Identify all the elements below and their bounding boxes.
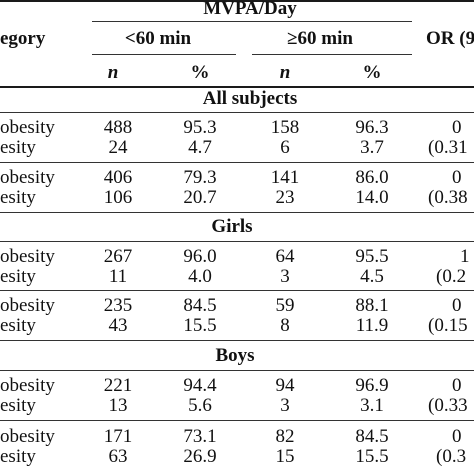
- cell-n2: 15: [275, 446, 295, 467]
- cell-n1: 11: [108, 266, 128, 287]
- cell-p1: 20.7: [183, 187, 217, 208]
- cell-n1: 406: [103, 167, 133, 188]
- cell-n2: 141: [270, 167, 300, 188]
- cell-or: (0.3: [436, 446, 467, 467]
- cell-n2: 158: [270, 117, 300, 138]
- cell-p2: 88.1: [355, 295, 389, 316]
- n-header-2: n: [279, 62, 291, 83]
- cell-p1: 4.0: [188, 266, 212, 287]
- lt60-underline: [92, 54, 236, 55]
- row-label: obesity: [0, 375, 55, 396]
- row-label: esity: [0, 315, 36, 336]
- cell-n2: 6: [280, 137, 290, 158]
- cell-p2: 95.5: [355, 246, 389, 267]
- cell-p2: 96.3: [355, 117, 389, 138]
- cell-n1: 171: [103, 426, 133, 447]
- row-label: obesity: [0, 117, 55, 138]
- header-bottom-rule: [0, 86, 474, 88]
- cell-n2: 94: [275, 375, 295, 396]
- table-top-rule: [0, 0, 474, 2]
- cell-n1: 235: [103, 295, 133, 316]
- cell-p1: 95.3: [183, 117, 217, 138]
- cell-p2: 15.5: [355, 446, 389, 467]
- cell-p1: 84.5: [183, 295, 217, 316]
- cell-or: (0.2: [436, 266, 467, 287]
- row-label: esity: [0, 395, 36, 416]
- cell-n2: 59: [275, 295, 295, 316]
- cell-p1: 73.1: [183, 426, 217, 447]
- cell-or: 0: [452, 295, 462, 316]
- cell-p2: 3.1: [360, 395, 384, 416]
- cell-p1: 15.5: [183, 315, 217, 336]
- cell-p1: 96.0: [183, 246, 217, 267]
- row-label: esity: [0, 187, 36, 208]
- cell-p2: 96.9: [355, 375, 389, 396]
- group-rule: [0, 420, 474, 421]
- cell-n2: 3: [280, 395, 290, 416]
- cell-n1: 43: [108, 315, 128, 336]
- group-rule: [0, 290, 474, 291]
- cell-n1: 106: [103, 187, 133, 208]
- section-rule: [0, 370, 474, 371]
- section-title-all-subjects: All subjects: [202, 88, 298, 109]
- cell-or: (0.15: [428, 315, 468, 336]
- cell-or: 0: [452, 167, 462, 188]
- row-label: obesity: [0, 167, 55, 188]
- mvpa-day-header: MVPA/Day: [203, 0, 297, 19]
- cell-p1: 5.6: [188, 395, 212, 416]
- cell-n1: 13: [108, 395, 128, 416]
- cell-n1: 221: [103, 375, 133, 396]
- cell-n1: 63: [108, 446, 128, 467]
- cell-or: 0: [452, 426, 462, 447]
- section-rule: [0, 112, 474, 113]
- cell-n1: 24: [108, 137, 128, 158]
- section-rule: [0, 212, 474, 213]
- cell-n2: 64: [275, 246, 295, 267]
- cell-n1: 488: [103, 117, 133, 138]
- row-label: obesity: [0, 295, 55, 316]
- lt60-header: <60 min: [124, 28, 192, 49]
- cell-or: 1: [460, 246, 470, 267]
- cell-p1: 79.3: [183, 167, 217, 188]
- row-label: esity: [0, 446, 36, 467]
- n-header-1: n: [107, 62, 119, 83]
- cell-p2: 86.0: [355, 167, 389, 188]
- group-rule: [0, 162, 474, 163]
- cell-p1: 94.4: [183, 375, 217, 396]
- cell-p2: 84.5: [355, 426, 389, 447]
- mvpa-underline: [92, 21, 412, 22]
- cell-or: (0.38: [428, 187, 468, 208]
- pct-header-2: %: [362, 62, 382, 83]
- cell-n2: 8: [280, 315, 290, 336]
- cell-p2: 3.7: [360, 137, 384, 158]
- row-label: esity: [0, 137, 36, 158]
- section-title-girls: Girls: [211, 216, 253, 237]
- cell-p2: 4.5: [360, 266, 384, 287]
- section-title-boys: Boys: [215, 345, 255, 366]
- cell-n2: 23: [275, 187, 295, 208]
- cell-p2: 11.9: [355, 315, 389, 336]
- cell-or: (0.31: [428, 137, 468, 158]
- row-label: obesity: [0, 246, 55, 267]
- cell-or: 0: [452, 117, 462, 138]
- cell-or: (0.33: [428, 395, 468, 416]
- category-header: egory: [0, 28, 46, 49]
- ge60-header: ≥60 min: [287, 28, 353, 49]
- cell-p1: 4.7: [188, 137, 212, 158]
- section-rule: [0, 340, 474, 341]
- ge60-underline: [252, 54, 412, 55]
- row-label: obesity: [0, 426, 55, 447]
- cell-or: 0: [452, 375, 462, 396]
- or-header: OR (9: [426, 28, 474, 49]
- row-label: esity: [0, 266, 36, 287]
- section-rule: [0, 241, 474, 242]
- cell-p1: 26.9: [183, 446, 217, 467]
- pct-header-1: %: [190, 62, 210, 83]
- cell-n2: 82: [275, 426, 295, 447]
- cell-n1: 267: [103, 246, 133, 267]
- cell-n2: 3: [280, 266, 290, 287]
- cell-p2: 14.0: [355, 187, 389, 208]
